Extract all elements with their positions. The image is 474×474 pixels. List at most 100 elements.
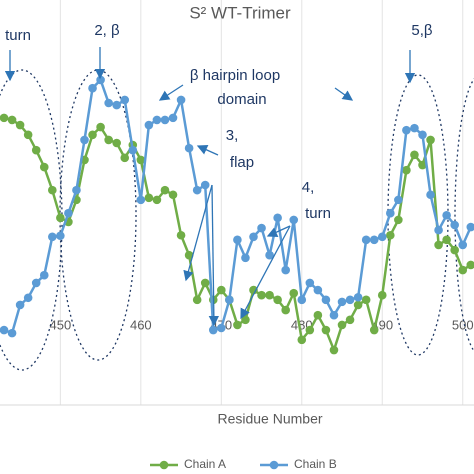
point bbox=[15, 300, 25, 310]
annotation: 2, β bbox=[94, 22, 120, 39]
plot bbox=[0, 75, 474, 355]
point bbox=[434, 240, 443, 250]
point bbox=[249, 285, 258, 295]
annotation: 4, bbox=[302, 179, 315, 196]
point bbox=[466, 260, 474, 270]
arrow bbox=[158, 84, 184, 101]
arrow bbox=[334, 87, 354, 101]
point bbox=[152, 195, 162, 205]
point bbox=[144, 193, 154, 203]
point bbox=[353, 292, 363, 302]
point bbox=[136, 155, 146, 165]
point bbox=[313, 310, 323, 320]
point bbox=[80, 135, 89, 145]
point bbox=[386, 208, 395, 218]
point bbox=[136, 195, 146, 205]
point bbox=[120, 153, 130, 163]
legend-marker bbox=[269, 460, 279, 470]
point bbox=[297, 295, 307, 305]
point bbox=[377, 232, 387, 242]
point bbox=[7, 115, 17, 125]
point bbox=[39, 270, 49, 280]
region-ellipse bbox=[59, 69, 137, 361]
point bbox=[361, 295, 371, 305]
point bbox=[426, 190, 435, 200]
point bbox=[88, 83, 97, 93]
point bbox=[337, 320, 347, 330]
annotation: domain bbox=[217, 91, 266, 108]
point bbox=[353, 300, 363, 310]
x-tick-label: 500 bbox=[452, 317, 474, 332]
point bbox=[104, 98, 113, 108]
point bbox=[313, 285, 323, 295]
point bbox=[152, 115, 162, 125]
point bbox=[176, 230, 186, 240]
annotation: flap bbox=[230, 154, 254, 171]
point bbox=[56, 213, 65, 223]
point bbox=[402, 125, 411, 135]
point bbox=[96, 122, 105, 132]
point bbox=[217, 323, 226, 333]
chart-title: S² WT-Trimer bbox=[189, 3, 291, 22]
point bbox=[0, 113, 9, 123]
point bbox=[208, 325, 218, 335]
point bbox=[168, 190, 178, 200]
legend-label: Chain B bbox=[294, 457, 337, 471]
point bbox=[192, 185, 202, 195]
point bbox=[72, 185, 81, 195]
point bbox=[120, 95, 130, 105]
point bbox=[273, 213, 282, 223]
point bbox=[0, 325, 9, 335]
point bbox=[7, 328, 17, 338]
point bbox=[321, 295, 331, 305]
point bbox=[394, 195, 403, 205]
point bbox=[369, 235, 379, 245]
point bbox=[418, 130, 427, 140]
point bbox=[458, 265, 468, 275]
point bbox=[31, 278, 41, 288]
annotation: turn bbox=[5, 27, 31, 44]
point bbox=[377, 290, 387, 300]
point bbox=[450, 220, 459, 230]
point bbox=[329, 310, 339, 320]
point bbox=[48, 232, 57, 242]
point bbox=[104, 135, 113, 145]
point bbox=[241, 315, 250, 325]
point bbox=[48, 185, 57, 195]
point bbox=[192, 295, 202, 305]
arrows bbox=[4, 47, 416, 327]
point bbox=[442, 235, 451, 245]
arrow bbox=[208, 184, 220, 327]
point bbox=[217, 285, 226, 295]
point bbox=[23, 130, 33, 140]
point bbox=[337, 297, 347, 307]
point bbox=[466, 222, 474, 232]
point bbox=[345, 295, 355, 305]
point bbox=[410, 150, 419, 160]
point bbox=[56, 231, 65, 241]
point bbox=[160, 115, 170, 125]
legend: Chain A Chain B bbox=[150, 457, 337, 471]
point bbox=[200, 180, 210, 190]
point bbox=[184, 143, 194, 153]
point bbox=[297, 335, 307, 345]
point bbox=[233, 320, 242, 330]
point bbox=[257, 290, 266, 300]
legend-marker bbox=[159, 460, 169, 470]
arrow bbox=[240, 225, 291, 320]
point bbox=[144, 120, 154, 130]
series-line bbox=[3, 116, 472, 354]
point bbox=[128, 145, 138, 155]
point bbox=[15, 120, 25, 130]
arrow bbox=[266, 225, 291, 237]
point bbox=[394, 215, 403, 225]
point bbox=[88, 130, 97, 140]
point bbox=[321, 325, 331, 335]
point bbox=[305, 278, 315, 288]
point bbox=[241, 253, 250, 263]
point bbox=[281, 265, 290, 275]
point bbox=[168, 113, 178, 123]
point bbox=[386, 230, 395, 240]
